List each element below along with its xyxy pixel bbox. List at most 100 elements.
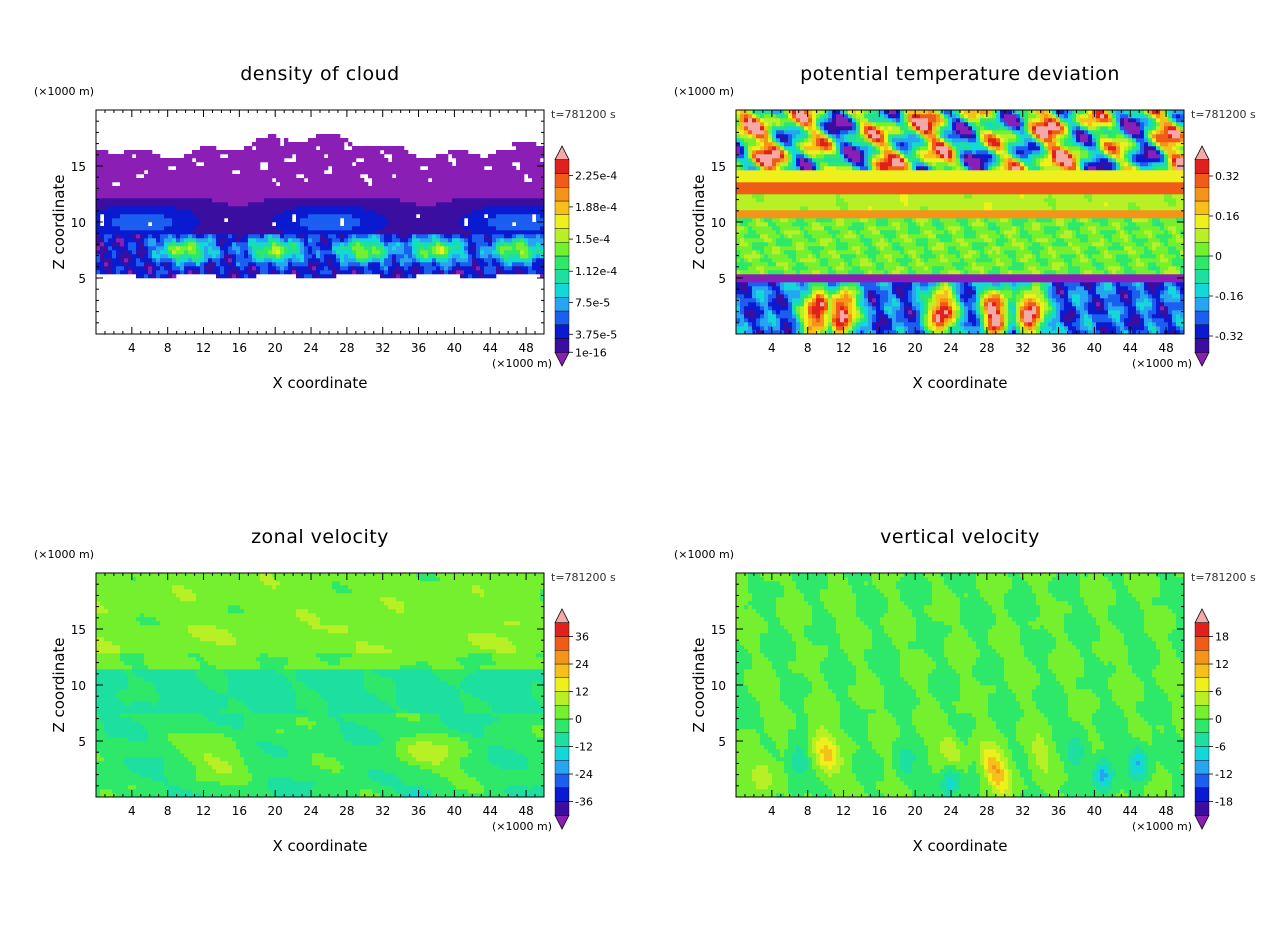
field-cell bbox=[144, 198, 149, 203]
field-cell bbox=[784, 198, 789, 203]
field-cell bbox=[340, 178, 345, 183]
field-cell bbox=[416, 222, 421, 227]
field-cell bbox=[532, 170, 537, 175]
field-cell bbox=[140, 162, 145, 167]
field-cell bbox=[760, 234, 765, 239]
field-cell bbox=[160, 198, 165, 203]
field-cell bbox=[412, 222, 417, 227]
field-cell bbox=[736, 150, 741, 155]
field-cell bbox=[772, 238, 777, 243]
field-cell bbox=[764, 290, 769, 295]
field-cell bbox=[396, 254, 401, 259]
field-cell bbox=[332, 258, 337, 263]
field-cell bbox=[428, 174, 433, 179]
field-cell bbox=[348, 254, 353, 259]
field-cell bbox=[480, 266, 485, 271]
field-cell bbox=[736, 162, 741, 167]
field-cell bbox=[256, 142, 261, 147]
field-cell bbox=[804, 150, 809, 155]
field-cell bbox=[776, 170, 781, 175]
field-cell bbox=[168, 206, 173, 211]
field-cell bbox=[436, 218, 441, 223]
field-cell bbox=[136, 162, 141, 167]
field-cell bbox=[164, 186, 169, 191]
field-cell bbox=[776, 118, 781, 123]
field-cell bbox=[304, 158, 309, 163]
field-cell bbox=[380, 250, 385, 255]
field-cell bbox=[328, 194, 333, 199]
field-cell bbox=[344, 154, 349, 159]
field-cell bbox=[820, 206, 825, 211]
field-cell bbox=[308, 214, 313, 219]
field-cell bbox=[412, 270, 417, 275]
field-cell bbox=[528, 226, 533, 231]
field-cell bbox=[220, 274, 225, 279]
field-cell bbox=[96, 210, 101, 215]
field-cell bbox=[208, 202, 213, 207]
field-cell bbox=[448, 206, 453, 211]
field-cell bbox=[360, 186, 365, 191]
field-cell bbox=[488, 230, 493, 235]
field-cell bbox=[444, 266, 449, 271]
field-cell bbox=[168, 210, 173, 215]
field-cell bbox=[440, 258, 445, 263]
field-cell bbox=[824, 130, 829, 135]
field-cell bbox=[228, 190, 233, 195]
field-cell bbox=[428, 166, 433, 171]
field-cell bbox=[500, 198, 505, 203]
field-cell bbox=[788, 138, 793, 143]
field-cell bbox=[752, 250, 757, 255]
field-cell bbox=[264, 218, 269, 223]
field-cell bbox=[400, 190, 405, 195]
field-cell bbox=[516, 150, 521, 155]
field-cell bbox=[796, 270, 801, 275]
field-cell bbox=[104, 270, 109, 275]
field-cell bbox=[216, 230, 221, 235]
field-cell bbox=[792, 246, 797, 251]
field-cell bbox=[128, 150, 133, 155]
field-cell bbox=[172, 238, 177, 243]
field-cell bbox=[216, 214, 221, 219]
field-cell bbox=[200, 190, 205, 195]
field-cell bbox=[752, 302, 757, 307]
field-cell bbox=[776, 286, 781, 291]
field-cell bbox=[400, 178, 405, 183]
field-cell bbox=[808, 190, 813, 195]
field-cell bbox=[460, 178, 465, 183]
field-cell bbox=[528, 222, 533, 227]
colorbar-swatch bbox=[554, 269, 570, 284]
field-cell bbox=[236, 206, 241, 211]
field-cell bbox=[808, 250, 813, 255]
field-cell bbox=[292, 230, 297, 235]
field-cell bbox=[360, 238, 365, 243]
field-cell bbox=[168, 270, 173, 275]
field-cell bbox=[436, 226, 441, 231]
field-cell bbox=[752, 158, 757, 163]
field-cell bbox=[812, 210, 817, 215]
field-cell bbox=[404, 198, 409, 203]
field-cell bbox=[512, 170, 517, 175]
field-cell bbox=[744, 282, 749, 287]
field-cell bbox=[432, 222, 437, 227]
field-cell bbox=[168, 266, 173, 271]
field-cell bbox=[336, 262, 341, 267]
field-cell bbox=[532, 150, 537, 155]
field-cell bbox=[776, 250, 781, 255]
field-cell bbox=[472, 266, 477, 271]
field-cell bbox=[800, 330, 805, 335]
field-cell bbox=[360, 206, 365, 211]
field-cell bbox=[420, 210, 425, 215]
field-cell bbox=[216, 194, 221, 199]
field-cell bbox=[780, 314, 785, 319]
field-cell bbox=[316, 178, 321, 183]
field-cell bbox=[200, 158, 205, 163]
field-cell bbox=[300, 202, 305, 207]
field-cell bbox=[820, 246, 825, 251]
field-cell bbox=[512, 142, 517, 147]
field-cell bbox=[116, 238, 121, 243]
field-cell bbox=[748, 298, 753, 303]
field-cell bbox=[380, 246, 385, 251]
field-cell bbox=[448, 254, 453, 259]
field-cell bbox=[104, 250, 109, 255]
field-cell bbox=[392, 194, 397, 199]
